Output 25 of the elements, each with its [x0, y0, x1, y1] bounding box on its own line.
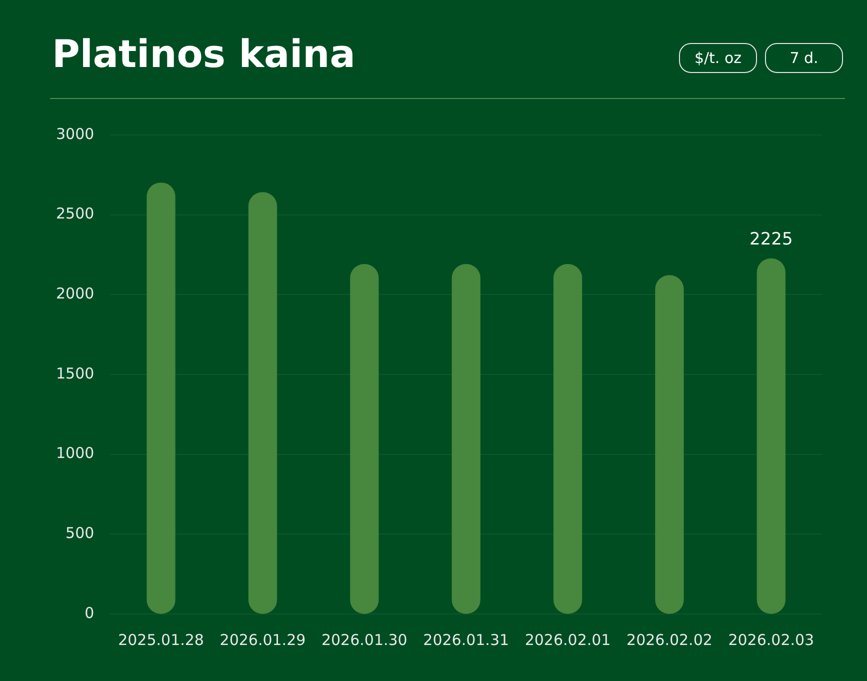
x-tick-label: 2026.01.29	[220, 630, 306, 649]
y-tick-label: 0	[84, 604, 94, 622]
bar	[248, 192, 278, 614]
x-tick-label: 2026.01.30	[321, 630, 408, 649]
y-tick-label: 2500	[56, 204, 94, 223]
y-tick-label: 2000	[56, 284, 94, 303]
x-tick-label: 2025.01.28	[118, 630, 204, 649]
bar	[553, 264, 582, 614]
bar	[146, 182, 176, 614]
bar	[756, 258, 786, 614]
x-tick-label: 2026.02.03	[728, 630, 814, 649]
bar	[350, 264, 379, 614]
bar	[655, 275, 684, 614]
y-tick-label: 1500	[56, 364, 94, 382]
bar	[452, 264, 480, 614]
text: 7 d.	[765, 43, 843, 73]
x-tick-label: 2026.01.31	[423, 630, 510, 649]
y-tick-label: 3000	[56, 124, 94, 143]
y-tick-label: 500	[66, 524, 94, 542]
text: $/t. oz	[679, 43, 757, 73]
y-tick-label: 1000	[56, 444, 94, 462]
chart-title: Platinos kaina	[52, 32, 356, 76]
x-tick-label: 2026.02.02	[626, 630, 712, 649]
x-tick-label: 2026.02.01	[524, 630, 611, 649]
data-label: 2225	[750, 230, 793, 250]
